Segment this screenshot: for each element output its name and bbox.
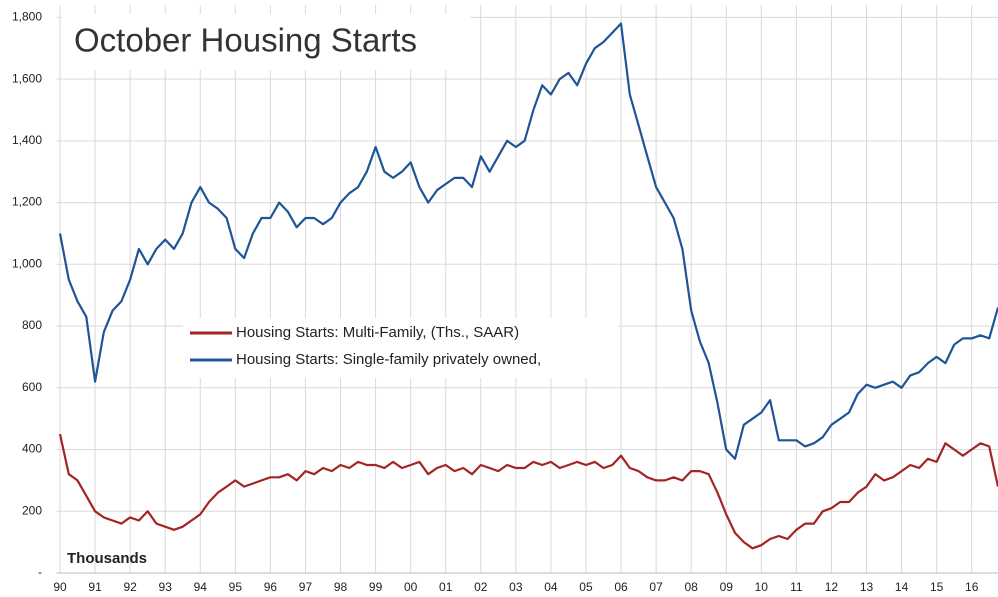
- x-tick-label: 93: [159, 580, 173, 594]
- series-line: [58, 22, 998, 460]
- chart-title: October Housing Starts: [74, 22, 417, 59]
- x-tick-label: 11: [790, 580, 803, 594]
- y-tick-label: -: [38, 565, 42, 579]
- y-tick-label: 800: [22, 318, 42, 332]
- legend-label: Housing Starts: Multi-Family, (Ths., SAA…: [236, 324, 519, 341]
- x-tick-label: 00: [404, 580, 418, 594]
- x-tick-label: 08: [685, 580, 699, 594]
- series-line: [58, 433, 998, 550]
- x-tick-label: 14: [895, 580, 909, 594]
- y-tick-label: 1,600: [12, 71, 42, 85]
- lines: [58, 22, 998, 550]
- x-tick-label: 94: [194, 580, 208, 594]
- x-tick-label: 10: [755, 580, 769, 594]
- y-tick-label: 1,800: [12, 10, 42, 24]
- x-tick-label: 05: [579, 580, 593, 594]
- x-tick-label: 01: [439, 580, 453, 594]
- x-tick-label: 09: [720, 580, 734, 594]
- legend-label: Housing Starts: Single-family privately …: [236, 351, 541, 368]
- y-tick-label: 200: [22, 503, 42, 517]
- x-tick-label: 07: [649, 580, 663, 594]
- y-tick-label: 1,000: [12, 256, 42, 270]
- x-tick-label: 04: [544, 580, 558, 594]
- x-tick-label: 98: [334, 580, 348, 594]
- x-tick-label: 06: [614, 580, 628, 594]
- x-tick-label: 95: [229, 580, 243, 594]
- x-tick-label: 02: [474, 580, 488, 594]
- legend-box: [183, 318, 618, 378]
- x-tick-label: 16: [965, 580, 979, 594]
- x-tick-label: 92: [123, 580, 137, 594]
- x-tick-label: 99: [369, 580, 383, 594]
- x-tick-label: 91: [88, 580, 102, 594]
- grid: - 200 400 600 800 1,000 1,200 1,400 1,600 1,800 90…: [12, 5, 998, 594]
- x-tick-label: 96: [264, 580, 278, 594]
- x-tick-label: 97: [299, 580, 313, 594]
- legend: Housing Starts: Multi-Family, (Ths., SAA…: [190, 324, 541, 368]
- y-tick-label: 400: [22, 442, 42, 456]
- x-tick-label: 13: [860, 580, 874, 594]
- x-tick-label: 12: [825, 580, 839, 594]
- y-tick-label: 1,400: [12, 133, 42, 147]
- x-tick-label: 03: [509, 580, 523, 594]
- x-tick-label: 15: [930, 580, 944, 594]
- y-tick-label: 600: [22, 380, 42, 394]
- x-tick-label: 90: [53, 580, 67, 594]
- annotation: Thousands: [67, 550, 147, 567]
- title-box: [62, 14, 470, 70]
- y-tick-label: 1,200: [12, 195, 42, 209]
